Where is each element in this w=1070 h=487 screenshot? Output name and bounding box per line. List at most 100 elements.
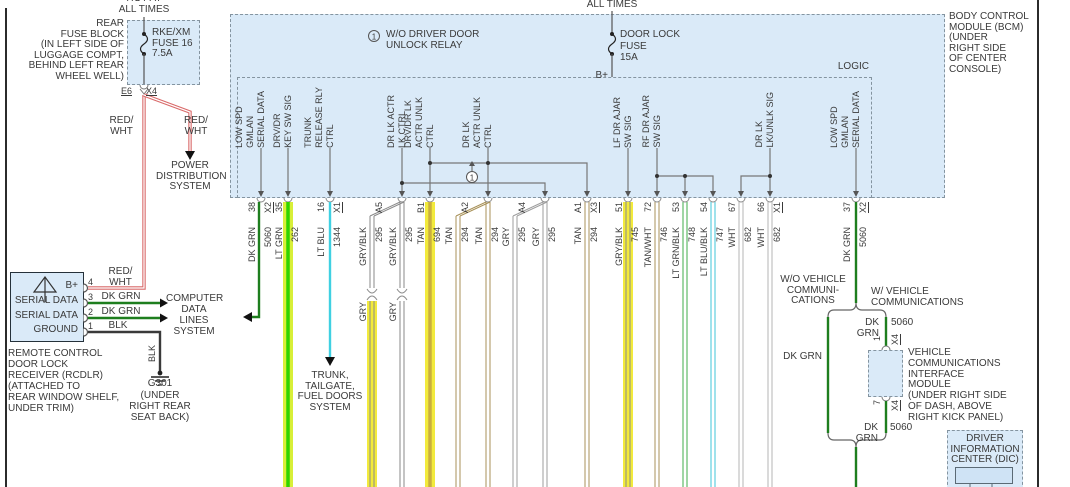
bcm-internal-pin-label: LF DR AJAR SW SIG <box>612 96 633 148</box>
vcim-conn-x4-top: X4 <box>890 334 900 346</box>
grid-ref-e6: E6 <box>121 86 133 96</box>
rcdlr-pin-number-3: 3 <box>88 292 94 302</box>
wire-color-label: TAN <box>416 227 426 245</box>
wire-color-label: GRY/BLK <box>358 227 368 266</box>
wire-color-label: TAN <box>573 227 583 245</box>
rear-fuse-block-label: REAR FUSE BLOCK (IN LEFT SIDE OF LUGGAGE… <box>28 18 124 82</box>
wire-color-label-below-connector: GRY <box>388 302 398 322</box>
wire-circuit-label: 262 <box>290 227 300 243</box>
rcdlr-caption: REMOTE CONTROL DOOR LOCK RECEIVER (RCDLR… <box>8 348 120 414</box>
wire-pin-label: A4 <box>517 202 527 214</box>
wire-pin-label: A2 <box>460 202 470 214</box>
bcm-internal-pin-label: DR LK ACTR UNLK CTRL <box>461 96 493 148</box>
rcdlr-pin-ground: GROUND <box>33 324 78 335</box>
b-plus-label: B+ <box>595 70 608 81</box>
wire-pin-label: A1 <box>573 202 583 214</box>
bcm-internal-pin-label: DR LK LK/UNLK SIG <box>754 92 775 148</box>
footnote-circle-number: 1 <box>470 174 475 183</box>
wire-pin-label: 67 <box>727 202 737 213</box>
note-circle-number: 1 <box>372 33 377 42</box>
wire-circuit-label: 295 <box>547 227 557 243</box>
wire-circuit-label: 294 <box>589 227 599 243</box>
wire-pin-label: B1 <box>416 202 426 214</box>
wire-circuit-label: 1344 <box>332 227 342 248</box>
wire-circuit-label: 682 <box>772 227 782 243</box>
rear-fuse-block-box <box>127 20 200 85</box>
logic-label: LOGIC <box>837 61 869 72</box>
ground-location-label: (UNDER RIGHT REAR SEAT BACK) <box>129 390 191 423</box>
bcm-internal-pin-label: RF DR AJAR SW SIG <box>641 95 662 148</box>
wire-circuit-label: 694 <box>432 227 442 243</box>
wire-circuit-label: 294 <box>490 227 500 243</box>
wire-connector-label: X1 <box>772 202 782 214</box>
wo-vehicle-comm-label: W/O VEHICLE COMMUNI- CATIONS <box>780 274 846 307</box>
wire-color-label: GRY/BLK <box>614 227 624 266</box>
wire-pin-label: A5 <box>374 202 384 214</box>
door-lock-fuse-label: DOOR LOCK FUSE 15A <box>620 29 681 63</box>
vcim-pin-1: 1 <box>872 336 882 342</box>
bcm-internal-pin-label: LOW SPD GMLAN SERIAL DATA <box>829 91 861 148</box>
red-wht-label-right: RED/ WHT <box>184 115 208 137</box>
w-vehicle-comm-label: W/ VEHICLE COMMUNICATIONS <box>871 286 964 308</box>
bcm-internal-pin-label: LOW SPD GMLAN SERIAL DATA <box>234 91 266 148</box>
wire-connector-label: X2 <box>858 202 868 214</box>
trunk-tailgate-system-label: TRUNK, TAILGATE, FUEL DOORS SYSTEM <box>297 370 363 413</box>
wo-driver-door-note: W/O DRIVER DOOR UNLOCK RELAY <box>386 29 480 51</box>
vcim-pin-7: 7 <box>872 400 882 406</box>
wire-color-label: LT GRN <box>274 227 284 260</box>
wire-color-label: WHT <box>727 227 737 248</box>
wire-color-label: WHT <box>756 227 766 248</box>
hot-at-all-times-left: HOT AT ALL TIMES <box>118 0 170 15</box>
blk-wire-label: BLK <box>147 345 157 363</box>
vcim-box <box>868 350 903 397</box>
rcdlr-wire-dk-grn-1: DK GRN <box>101 291 141 302</box>
all-times-mid: ALL TIMES <box>586 0 638 10</box>
wire-color-label: TAN <box>474 227 484 245</box>
wire-color-label-below-connector: GRY <box>358 302 368 322</box>
bcm-caption: BODY CONTROL MODULE (BCM) (UNDER RIGHT S… <box>949 11 1029 75</box>
wire-circuit-label: 295 <box>404 227 414 243</box>
dic-caption: DRIVER INFORMATION CENTER (DIC) <box>950 433 1020 466</box>
wire-circuit-label: 682 <box>743 227 753 243</box>
rcdlr-pin-bplus: B+ <box>65 280 78 291</box>
wire-pin-label: 16 <box>316 202 326 213</box>
bcm-internal-pin-label: TRUNK RELEASE RLY CTRL <box>303 87 335 148</box>
bcm-internal-pin-label: DRV/DR KEY SW SIG <box>272 95 293 148</box>
wire-connector-label: X1 <box>332 202 342 214</box>
wire-connector-label: X3 <box>589 202 599 214</box>
power-distribution-system-label: POWER DISTRIBUTION SYSTEM <box>156 160 227 193</box>
dk-grn-label-top: DK GRN <box>856 317 879 339</box>
connector-x4-label: X4 <box>146 86 158 96</box>
rcdlr-wire-blk: BLK <box>108 320 128 331</box>
red-wht-label-left: RED/ WHT <box>109 115 134 137</box>
wire-color-label: TAN/WHT <box>643 227 653 268</box>
wire-pin-label: 72 <box>643 202 653 213</box>
dk-grn-label-left-branch: DK GRN <box>783 351 822 362</box>
bcm-logic-box <box>237 77 872 198</box>
rcdlr-pin-serial1: SERIAL DATA <box>14 295 78 306</box>
rcdlr-pin-number-4: 4 <box>88 277 94 287</box>
wire-pin-label: 51 <box>614 202 624 213</box>
wire-pin-label: 66 <box>756 202 766 213</box>
wire-connector-label: X2 <box>263 202 273 214</box>
wire-color-label: LT BLU <box>316 227 326 257</box>
circuit-5060-top: 5060 <box>891 317 914 328</box>
dic-connector-box <box>955 467 1013 484</box>
wire-color-label: GRY <box>501 227 511 247</box>
wire-circuit-label: 295 <box>374 227 384 243</box>
dk-grn-label-bottom: DK GRN <box>855 422 878 444</box>
ground-g301-label: G301 <box>147 378 173 389</box>
wire-circuit-label: 5060 <box>263 227 273 248</box>
wire-color-label: LT GRN/BLK <box>671 227 681 279</box>
rcdlr-pin-serial2: SERIAL DATA <box>14 310 78 321</box>
wire-pin-label: 54 <box>699 202 709 213</box>
vcim-caption: VEHICLE COMMUNICATIONS INTERFACE MODULE … <box>908 347 1007 423</box>
rcdlr-wire-dk-grn-2: DK GRN <box>101 306 141 317</box>
wire-color-label: DK GRN <box>247 227 257 263</box>
rcdlr-pin-number-1: 1 <box>88 321 94 331</box>
wire-color-label: LT BLU/BLK <box>699 227 709 277</box>
rcdlr-wire-red-wht: RED/ WHT <box>108 266 133 288</box>
wire-circuit-label: 5060 <box>858 227 868 248</box>
